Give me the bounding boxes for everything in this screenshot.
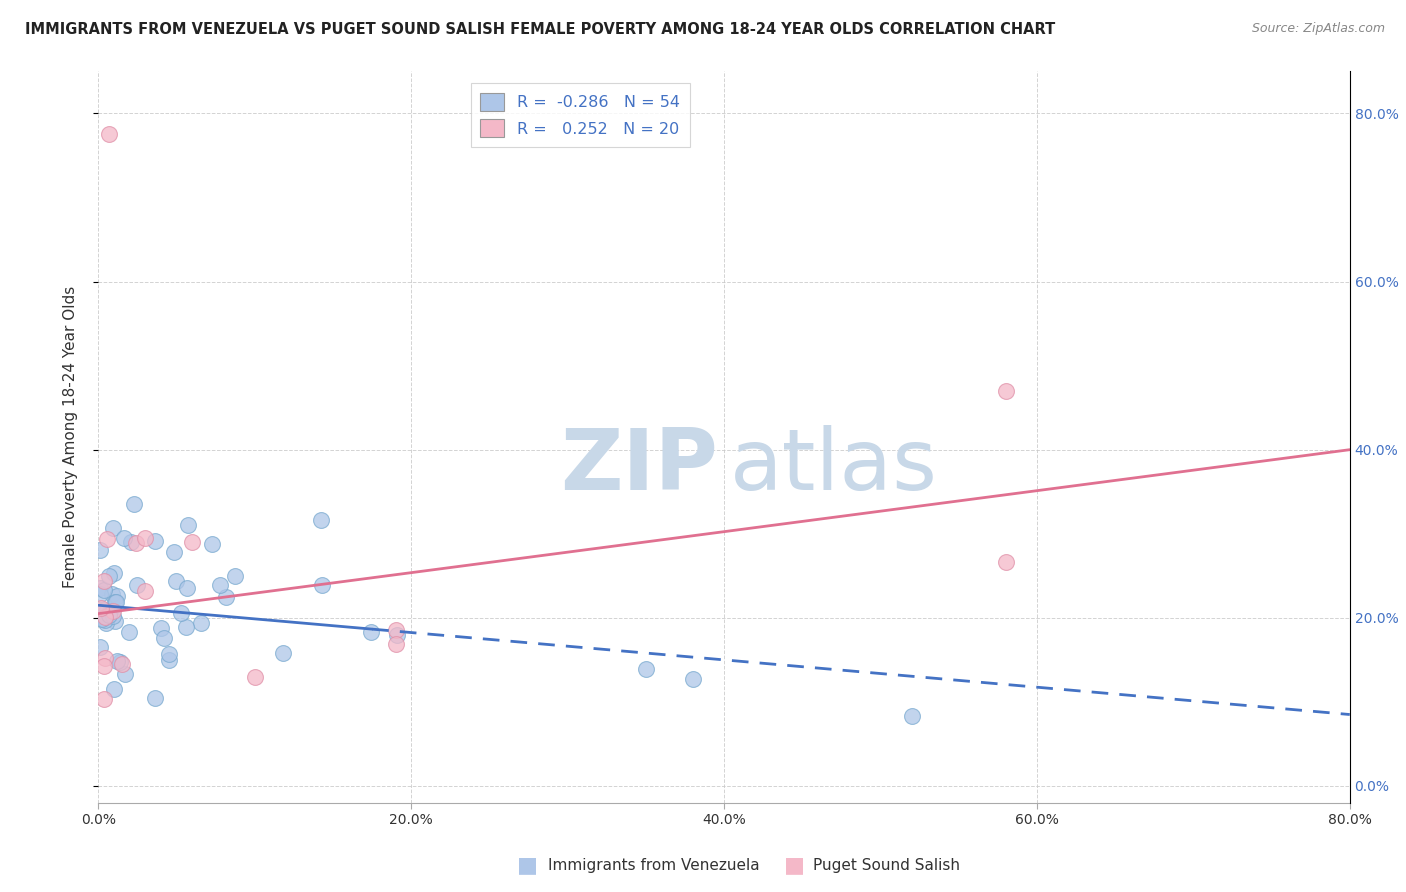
Point [994, 555, 1017, 569]
Point [98, 608, 121, 623]
Point [125, 536, 148, 550]
Point [157, 647, 180, 661]
Text: Immigrants from Venezuela: Immigrants from Venezuela [548, 858, 761, 872]
Point [143, 691, 166, 706]
Point [89, 581, 111, 595]
Point [93, 574, 115, 589]
Point [176, 581, 198, 595]
Point [634, 662, 657, 676]
Point [101, 604, 124, 618]
Point [103, 609, 125, 624]
Legend: R =  -0.286   N = 54, R =   0.252   N = 20: R = -0.286 N = 54, R = 0.252 N = 20 [471, 83, 689, 147]
Point [112, 531, 135, 545]
Point [311, 577, 333, 591]
Point [105, 655, 128, 669]
Point [122, 497, 145, 511]
Text: ■: ■ [785, 855, 804, 875]
Point [384, 637, 406, 651]
Y-axis label: Female Poverty Among 18-24 Year Olds: Female Poverty Among 18-24 Year Olds [63, 286, 77, 588]
Point [143, 533, 166, 548]
Point [170, 606, 193, 620]
Point [96, 615, 118, 630]
Point [994, 384, 1017, 398]
Point [134, 584, 156, 599]
Point [89, 587, 111, 601]
Point [134, 531, 156, 545]
Point [208, 577, 231, 591]
Point [98, 128, 121, 142]
Point [111, 657, 134, 672]
Point [177, 517, 200, 532]
Point [165, 574, 187, 588]
Point [93, 691, 115, 706]
Point [93, 658, 115, 673]
Point [101, 587, 124, 601]
Point [384, 624, 406, 638]
Point [98, 569, 121, 583]
Point [89, 543, 111, 558]
Text: Source: ZipAtlas.com: Source: ZipAtlas.com [1251, 22, 1385, 36]
Point [125, 578, 148, 592]
Point [94, 651, 117, 665]
Text: atlas: atlas [730, 425, 938, 508]
Point [243, 670, 266, 684]
Point [104, 595, 127, 609]
Point [108, 655, 131, 669]
Point [96, 532, 118, 546]
Point [150, 622, 173, 636]
Point [89, 640, 111, 654]
Point [103, 566, 125, 580]
Point [93, 613, 115, 627]
Text: ■: ■ [517, 855, 537, 875]
Point [176, 620, 198, 634]
Point [190, 616, 212, 631]
Point [94, 609, 117, 624]
Point [98, 604, 121, 618]
Point [101, 521, 124, 535]
Point [682, 672, 704, 686]
Point [93, 603, 115, 617]
Point [271, 646, 294, 660]
Point [201, 537, 224, 551]
Point [103, 681, 125, 696]
Point [90, 611, 112, 625]
Point [215, 590, 238, 604]
Point [360, 624, 382, 639]
Point [114, 667, 136, 681]
Point [900, 709, 922, 723]
Point [153, 632, 176, 646]
Point [157, 653, 180, 667]
Point [90, 600, 112, 615]
Point [94, 605, 117, 619]
Point [385, 628, 408, 642]
Text: ZIP: ZIP [560, 425, 718, 508]
Point [120, 534, 142, 549]
Point [93, 583, 115, 598]
Point [181, 534, 204, 549]
Point [104, 595, 127, 609]
Point [117, 625, 139, 640]
Text: Puget Sound Salish: Puget Sound Salish [813, 858, 960, 872]
Point [105, 589, 128, 603]
Text: IMMIGRANTS FROM VENEZUELA VS PUGET SOUND SALISH FEMALE POVERTY AMONG 18-24 YEAR : IMMIGRANTS FROM VENEZUELA VS PUGET SOUND… [25, 22, 1056, 37]
Point [309, 513, 332, 527]
Point [163, 545, 186, 559]
Point [104, 614, 127, 628]
Point [224, 568, 246, 582]
